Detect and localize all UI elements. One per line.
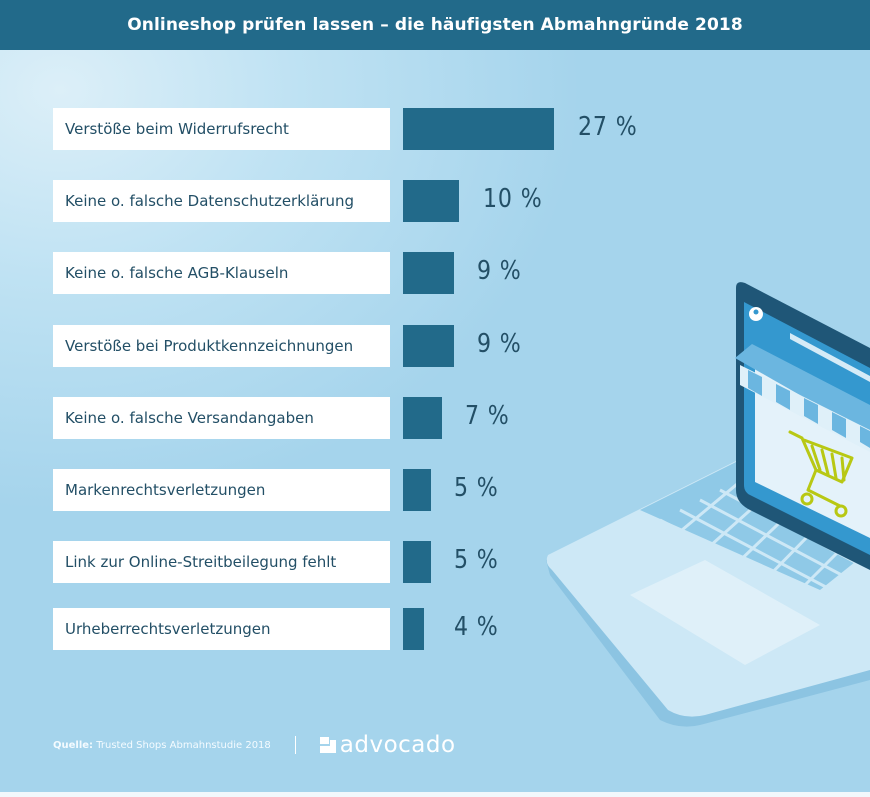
bar-value: 5 % <box>454 473 499 503</box>
source-prefix: Quelle: <box>53 739 94 751</box>
source-text: Trusted Shops Abmahnstudie 2018 <box>96 739 271 751</box>
bar-row: Urheberrechtsverletzungen 4 % <box>0 608 870 650</box>
logo-mark-icon <box>319 737 336 753</box>
footer-divider <box>294 736 296 754</box>
bar-value: 27 % <box>578 112 638 142</box>
bar-row: Keine o. falsche Versandangaben 7 % <box>0 397 870 439</box>
chart-header: Onlineshop prüfen lassen – die häufigste… <box>0 0 870 50</box>
bar-row: Keine o. falsche AGB-Klauseln 9 % <box>0 252 870 294</box>
laptop-shop-cart-icon <box>546 282 870 727</box>
bar <box>403 541 431 583</box>
bar-label: Keine o. falsche Versandangaben <box>53 397 390 439</box>
bar-row: Markenrechtsverletzungen 5 % <box>0 469 870 511</box>
bar <box>403 608 424 650</box>
bar-value: 4 % <box>454 612 499 642</box>
bar-value: 5 % <box>454 545 499 575</box>
bar-row: Verstöße bei Produktkennzeichnungen 9 % <box>0 325 870 367</box>
bar-label: Keine o. falsche Datenschutzerklärung <box>53 180 390 222</box>
bar-label: Verstöße beim Widerrufsrecht <box>53 108 390 150</box>
source-note: Quelle: Trusted Shops Abmahnstudie 2018 <box>53 740 271 751</box>
bar <box>403 325 454 367</box>
bar-value: 7 % <box>465 401 510 431</box>
bar-label: Link zur Online-Streitbeilegung fehlt <box>53 541 390 583</box>
bar-label: Keine o. falsche AGB-Klauseln <box>53 252 390 294</box>
bar-row: Link zur Online-Streitbeilegung fehlt 5 … <box>0 541 870 583</box>
bar <box>403 469 431 511</box>
logo-text: advocado <box>339 732 456 758</box>
bar <box>403 108 554 150</box>
advocado-logo: advocado <box>319 732 456 758</box>
bar-label: Urheberrechtsverletzungen <box>53 608 390 650</box>
bar <box>403 397 442 439</box>
bar-row: Keine o. falsche Datenschutzerklärung 10… <box>0 180 870 222</box>
chart-canvas: Verstöße beim Widerrufsrecht 27 % Keine … <box>0 50 870 792</box>
bar <box>403 180 459 222</box>
chart-footer: Quelle: Trusted Shops Abmahnstudie 2018 … <box>53 732 456 758</box>
bar <box>403 252 454 294</box>
bar-row: Verstöße beim Widerrufsrecht 27 % <box>0 108 870 150</box>
bar-label: Markenrechtsverletzungen <box>53 469 390 511</box>
bar-value: 9 % <box>477 256 522 286</box>
bar-value: 9 % <box>477 329 522 359</box>
chart-title: Onlineshop prüfen lassen – die häufigste… <box>127 15 743 35</box>
bar-label: Verstöße bei Produktkennzeichnungen <box>53 325 390 367</box>
bar-value: 10 % <box>483 184 543 214</box>
bottom-strip <box>0 792 870 797</box>
